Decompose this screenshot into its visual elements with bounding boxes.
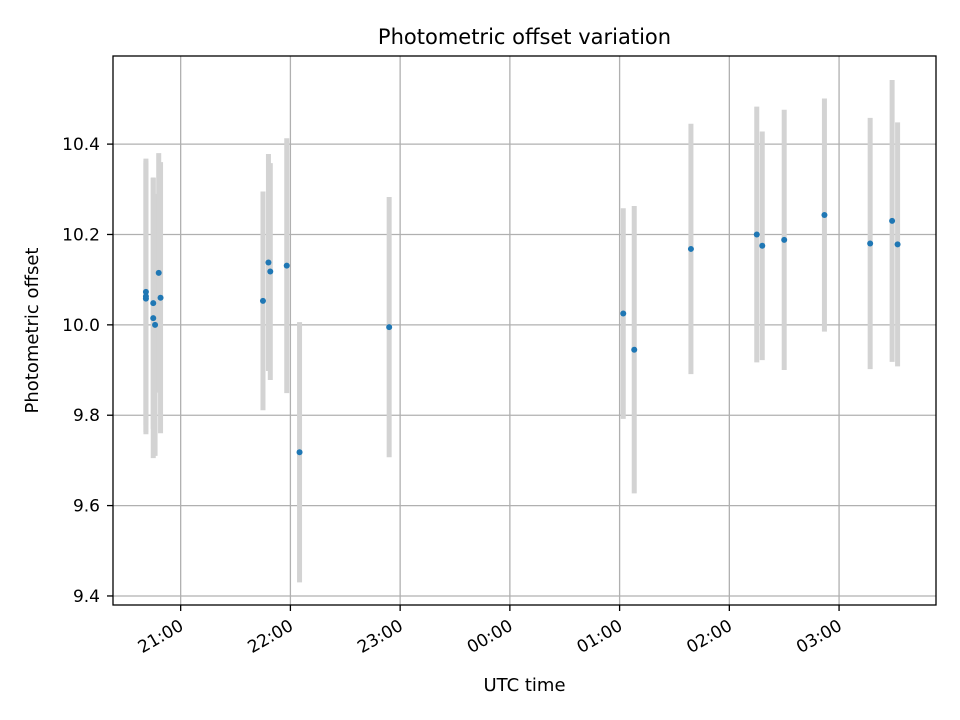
data-point: [821, 212, 828, 219]
y-tick-label: 9.8: [73, 406, 100, 426]
data-point: [265, 259, 272, 266]
data-point: [283, 262, 290, 269]
data-point: [753, 231, 760, 238]
grid-layer: [113, 56, 936, 605]
data-point: [889, 217, 896, 224]
data-point: [157, 294, 164, 301]
data-point: [142, 293, 149, 300]
data-point: [894, 241, 901, 248]
data-point: [867, 240, 874, 247]
y-tick-label: 9.6: [73, 497, 100, 517]
data-point: [759, 242, 766, 249]
data-point: [152, 321, 159, 328]
plot-frame: [112, 55, 937, 606]
chart-title: Photometric offset variation: [378, 25, 671, 49]
data-point: [631, 346, 638, 353]
data-point: [386, 324, 393, 331]
y-tick-label: 9.4: [73, 587, 100, 607]
data-point: [150, 315, 157, 322]
y-axis-label: Photometric offset: [22, 248, 43, 414]
data-point: [150, 300, 157, 307]
data-point: [781, 236, 788, 243]
point-layer: [142, 212, 901, 456]
data-point: [259, 297, 266, 304]
y-tick-label: 10.2: [62, 225, 100, 245]
x-axis-label: UTC time: [483, 675, 565, 696]
data-point: [267, 268, 274, 275]
data-point: [142, 288, 149, 295]
y-tick-label: 10.0: [62, 316, 100, 336]
data-point: [620, 310, 627, 317]
y-tick-label: 10.4: [62, 135, 100, 155]
data-point: [155, 269, 162, 276]
data-point: [687, 245, 694, 252]
data-point: [296, 449, 303, 456]
y-axis-ticks: 9.4 9.6 9.8 10.0 10.2 10.4: [62, 135, 113, 607]
